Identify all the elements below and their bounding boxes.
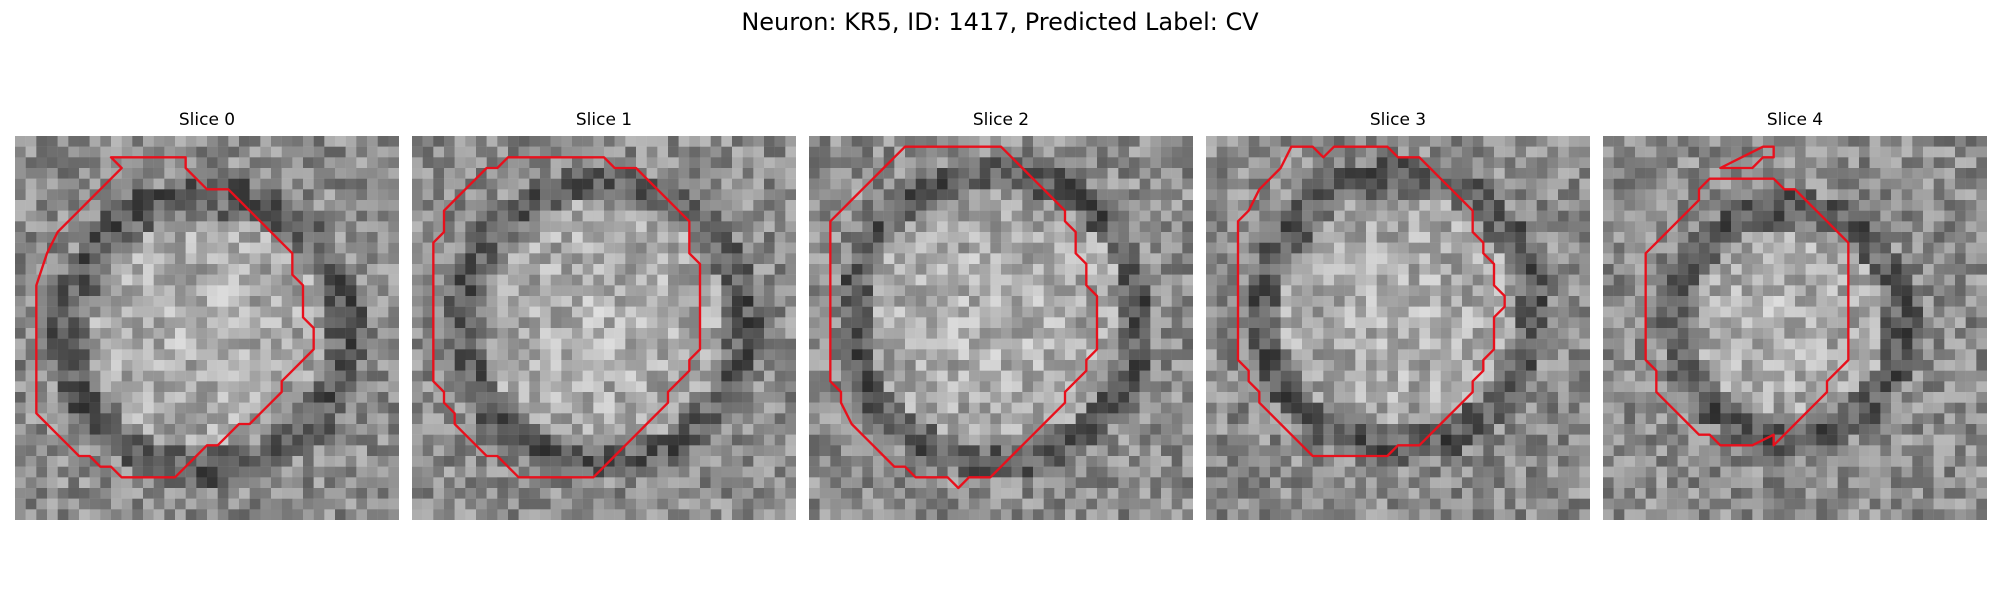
slice-title: Slice 2	[972, 110, 1030, 130]
slice-panel-3: Slice 3	[1206, 109, 1590, 520]
slice-image-0	[15, 136, 399, 520]
segmentation-contour-secondary	[1719, 145, 1775, 170]
slice-image-1	[412, 136, 796, 520]
segmentation-contour	[35, 156, 315, 479]
figure-title: Neuron: KR5, ID: 1417, Predicted Label: …	[741, 8, 1259, 36]
slice-title: Slice 1	[575, 110, 633, 130]
segmentation-contour	[829, 145, 1099, 490]
slice-image-4	[1603, 136, 1987, 520]
segmentation-contour	[432, 156, 702, 479]
slice-title: Slice 4	[1766, 110, 1824, 130]
slice-title: Slice 3	[1369, 110, 1427, 130]
segmentation-contour	[1236, 145, 1506, 458]
slice-panel-4: Slice 4	[1603, 109, 1987, 520]
grayscale-pixels	[1603, 136, 1987, 520]
slice-image-3	[1206, 136, 1590, 520]
grayscale-pixels	[809, 136, 1193, 520]
slice-panel-0: Slice 0	[15, 109, 399, 520]
grayscale-pixels	[412, 136, 796, 520]
slice-panel-1: Slice 1	[412, 109, 796, 520]
slice-title: Slice 0	[178, 110, 236, 130]
grayscale-pixels	[1206, 136, 1590, 520]
slice-panel-2: Slice 2	[809, 109, 1193, 520]
segmentation-contour	[1644, 177, 1850, 447]
grayscale-pixels	[15, 136, 399, 520]
slice-image-2	[809, 136, 1193, 520]
